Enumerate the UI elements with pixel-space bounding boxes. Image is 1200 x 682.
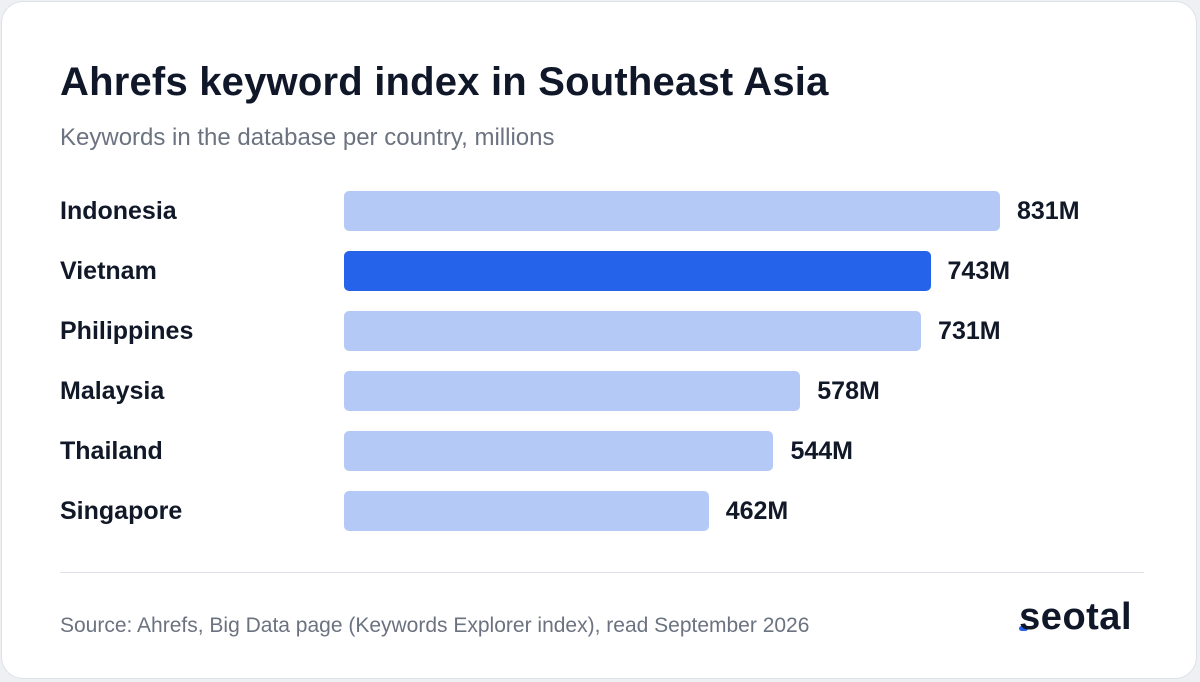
category-label-singapore: Singapore (60, 497, 183, 525)
logo-accent-mark (1019, 626, 1029, 631)
value-label-thailand: 544M (790, 437, 853, 465)
brand-logo[interactable]: seotal (1019, 596, 1132, 639)
category-label-malaysia: Malaysia (60, 377, 165, 405)
value-label-vietnam: 743M (947, 257, 1011, 285)
chart-subtitle: Keywords in the database per country, mi… (60, 124, 555, 151)
bar-thailand (344, 431, 774, 471)
bar-vietnam (344, 251, 931, 291)
bar-philippines (344, 311, 922, 351)
category-label-indonesia: Indonesia (60, 197, 177, 225)
source-note: Source: Ahrefs, Big Data page (Keywords … (60, 614, 810, 637)
category-label-philippines: Philippines (60, 317, 194, 345)
bar-malaysia (344, 371, 801, 411)
footer-divider (60, 572, 1144, 573)
value-label-philippines: 731M (938, 317, 1001, 345)
logo-text: seotal (1019, 596, 1132, 638)
chart-title: Ahrefs keyword index in Southeast Asia (60, 60, 829, 104)
category-label-vietnam: Vietnam (60, 257, 157, 285)
category-label-thailand: Thailand (60, 437, 163, 465)
bar-indonesia (344, 191, 1000, 231)
value-label-singapore: 462M (725, 497, 789, 525)
value-label-indonesia: 831M (1017, 197, 1080, 225)
bar-singapore (344, 491, 709, 531)
value-label-malaysia: 578M (817, 377, 880, 405)
